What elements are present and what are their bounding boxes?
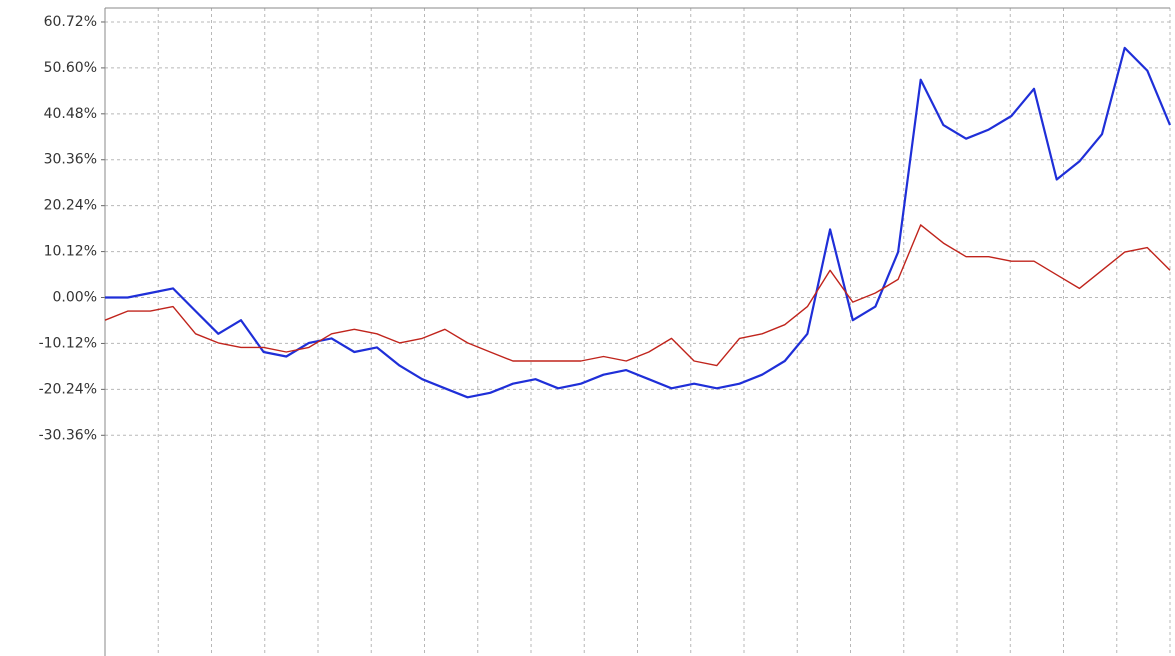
y-tick-label: 10.12% (44, 244, 97, 260)
y-tick-label: 60.72% (44, 14, 97, 30)
chart: 60.72% 50.60% 40.48% 30.36% 20.24% 10.12% 0.00… (0, 0, 1175, 656)
y-tick-label: 20.24% (44, 198, 97, 214)
y-tick-label: -30.36% (39, 427, 97, 443)
y-tick-label: 50.60% (44, 60, 97, 76)
y-tick-label: 0.00% (53, 290, 97, 306)
y-tick-label: -20.24% (39, 381, 97, 397)
y-tick-label: 40.48% (44, 106, 97, 122)
y-tick-label: -10.12% (39, 335, 97, 351)
y-tick-label: 30.36% (44, 152, 97, 168)
